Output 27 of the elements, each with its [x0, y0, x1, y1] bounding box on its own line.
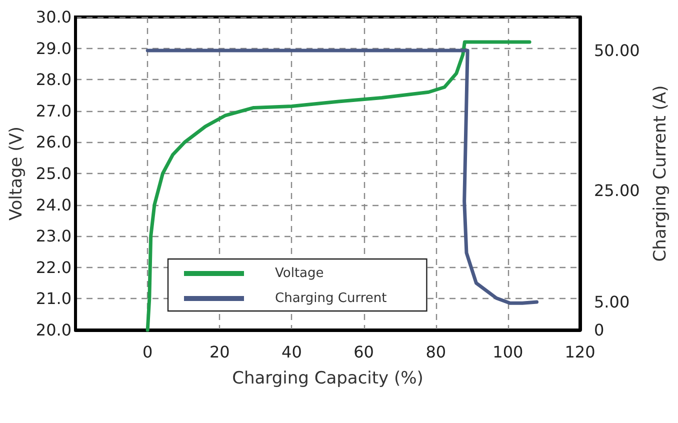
y-tick-label: 29.0	[36, 38, 72, 58]
y-tick-label: 27.0	[36, 101, 72, 120]
x-tick-label: 120	[564, 342, 596, 362]
x-tick-label: 60	[354, 342, 374, 362]
y-axis-title: Voltage (V)	[6, 126, 26, 221]
y2-axis-title: Charging Current (A)	[650, 85, 670, 262]
y-tick-label: 22.0	[36, 258, 72, 277]
y-tick-label: 23.0	[36, 226, 72, 246]
x-tick-label: 100	[492, 342, 524, 362]
legend-label: Voltage	[275, 266, 324, 281]
legend-label: Charging Current	[275, 291, 387, 306]
x-tick-label: 0	[142, 342, 153, 362]
y2-tick-label: 0	[594, 320, 604, 340]
x-axis-title: Charging Capacity (%)	[232, 368, 424, 388]
y-tick-label: 26.0	[36, 132, 72, 152]
y-tick-label: 30.0	[36, 8, 72, 26]
y2-tick-label: 50.00	[594, 41, 640, 60]
y2-tick-label: 5.00	[594, 292, 630, 312]
y-tick-label: 24.0	[36, 195, 72, 214]
x-tick-label: 20	[209, 342, 230, 362]
y-tick-label: 20.0	[36, 320, 72, 340]
x-tick-label: 80	[426, 342, 446, 362]
y-tick-label: 25.0	[36, 164, 72, 183]
y-tick-label: 21.0	[36, 289, 72, 308]
y-tick-label: 28.0	[36, 70, 72, 90]
x-tick-label: 40	[282, 342, 302, 362]
y2-tick-label: 25.00	[594, 180, 640, 200]
